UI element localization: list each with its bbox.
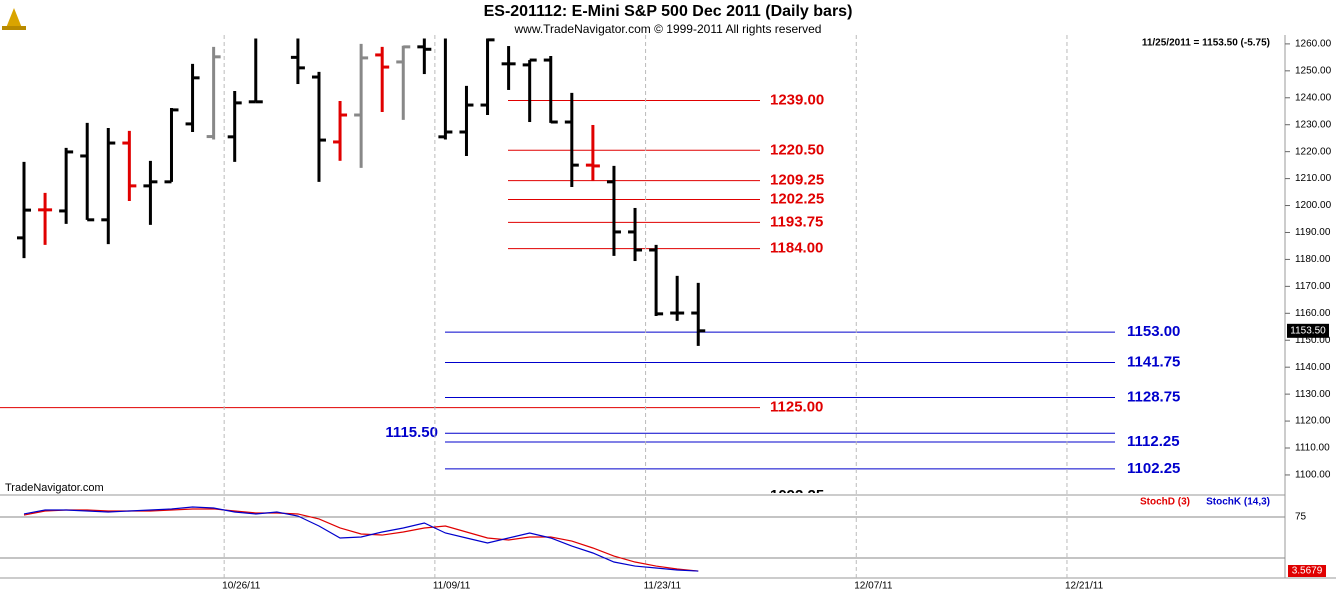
watermark: TradeNavigator.com [5, 482, 104, 494]
level-label: 1193.75 [770, 213, 823, 230]
price-info: 11/25/2011 = 1153.50 (-5.75) [1142, 38, 1270, 49]
y-tick-label: 1260.00 [1295, 39, 1332, 50]
y-tick-label: 1230.00 [1295, 119, 1332, 130]
y-tick-label: 1200.00 [1295, 200, 1332, 211]
level-label: 1092.25 [770, 487, 824, 504]
level-label: 1115.50 [385, 424, 438, 441]
level-label: 1141.75 [1127, 353, 1180, 370]
level-label: 1112.25 [1127, 433, 1180, 450]
chart-subtitle: www.TradeNavigator.com © 1999-2011 All r… [514, 22, 822, 36]
y-tick-label: 1110.00 [1295, 443, 1330, 454]
y-tick-label: 1190.00 [1295, 227, 1331, 238]
y-tick-label: 1130.00 [1295, 389, 1331, 400]
x-tick-label: 11/23/11 [644, 581, 682, 592]
y-tick-label: 1140.00 [1295, 362, 1331, 373]
y-tick-label: 1170.00 [1295, 281, 1331, 292]
y-tick-label: 1250.00 [1295, 65, 1332, 76]
y-tick-label: 1240.00 [1295, 92, 1332, 103]
level-label: 1184.00 [770, 240, 823, 257]
last-value-box [1288, 565, 1326, 577]
level-label: 1102.25 [1127, 460, 1180, 477]
y-tick-label: 75 [1295, 512, 1307, 523]
y-tick-label: 1210.00 [1295, 173, 1332, 184]
level-label: 1125.00 [770, 399, 823, 416]
level-label: 1153.00 [1127, 323, 1180, 340]
last-value-label: 3.5679 [1292, 566, 1323, 577]
y-tick-label: 1100.00 [1295, 470, 1331, 481]
level-label: 1239.00 [770, 91, 824, 108]
x-tick-label: 12/21/11 [1065, 581, 1104, 592]
y-tick-label: 1220.00 [1295, 146, 1332, 157]
x-tick-label: 10/26/11 [222, 581, 261, 592]
level-label: 1202.25 [770, 190, 824, 207]
level-label: 1209.25 [770, 172, 824, 189]
y-tick-label: 1180.00 [1295, 254, 1331, 265]
level-label: 1128.75 [1127, 388, 1180, 405]
indicator-line [23, 506, 699, 572]
legend-label: StochK (14,3) [1206, 497, 1270, 508]
chart-title: ES-201112: E-Mini S&P 500 Dec 2011 (Dail… [484, 3, 853, 20]
last-price-box [1287, 323, 1329, 338]
level-label: 1220.50 [770, 141, 824, 158]
y-tick-label: 1160.00 [1295, 308, 1331, 319]
y-tick-label: 1120.00 [1295, 416, 1331, 427]
y-tick-label: 1150.00 [1295, 335, 1331, 346]
x-tick-label: 12/07/11 [854, 581, 893, 592]
logo [2, 8, 26, 30]
last-price-label: 1153.50 [1290, 325, 1326, 336]
legend-label: StochD (3) [1140, 497, 1190, 508]
x-tick-label: 11/09/11 [433, 581, 471, 592]
